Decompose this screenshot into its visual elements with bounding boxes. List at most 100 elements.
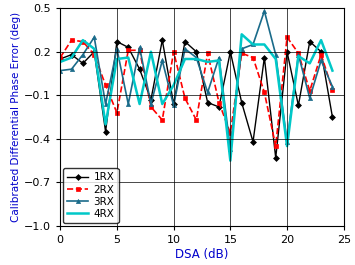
4RX: [251, 43, 255, 46]
1RX: [206, 101, 210, 104]
4RX: [285, 144, 289, 148]
1RX: [171, 103, 176, 106]
2RX: [217, 101, 221, 104]
4RX: [228, 159, 233, 162]
2RX: [115, 111, 119, 114]
2RX: [274, 144, 278, 148]
2RX: [160, 118, 164, 122]
4RX: [81, 38, 85, 42]
X-axis label: DSA (dB): DSA (dB): [175, 248, 229, 261]
4RX: [194, 58, 198, 61]
3RX: [58, 69, 62, 72]
3RX: [183, 47, 187, 50]
Legend: 1RX, 2RX, 3RX, 4RX: 1RX, 2RX, 3RX, 4RX: [63, 168, 119, 223]
2RX: [171, 50, 176, 53]
4RX: [103, 123, 108, 126]
3RX: [251, 43, 255, 46]
3RX: [92, 36, 96, 39]
1RX: [126, 46, 130, 49]
4RX: [240, 33, 244, 36]
Y-axis label: Calibrated Differential Phase Error (deg): Calibrated Differential Phase Error (deg…: [11, 12, 21, 222]
4RX: [137, 103, 142, 106]
2RX: [319, 53, 323, 56]
3RX: [115, 47, 119, 50]
4RX: [149, 50, 153, 53]
1RX: [58, 58, 62, 61]
2RX: [149, 105, 153, 109]
1RX: [160, 38, 164, 42]
1RX: [183, 40, 187, 43]
4RX: [92, 47, 96, 50]
3RX: [274, 53, 278, 56]
Line: 4RX: 4RX: [60, 34, 332, 161]
2RX: [183, 97, 187, 100]
4RX: [330, 69, 334, 72]
4RX: [308, 62, 312, 65]
1RX: [217, 105, 221, 109]
2RX: [137, 49, 142, 52]
4RX: [58, 60, 62, 64]
3RX: [296, 53, 301, 56]
4RX: [206, 60, 210, 64]
Line: 3RX: 3RX: [58, 9, 334, 151]
4RX: [171, 83, 176, 87]
3RX: [81, 53, 85, 56]
2RX: [285, 36, 289, 39]
4RX: [262, 43, 267, 46]
3RX: [103, 103, 108, 106]
2RX: [240, 52, 244, 55]
4RX: [70, 56, 74, 59]
2RX: [92, 53, 96, 56]
3RX: [70, 68, 74, 71]
3RX: [171, 104, 176, 107]
3RX: [262, 10, 267, 13]
3RX: [319, 59, 323, 62]
4RX: [274, 58, 278, 61]
2RX: [81, 40, 85, 43]
1RX: [149, 98, 153, 101]
2RX: [206, 52, 210, 55]
1RX: [308, 40, 312, 43]
3RX: [228, 147, 233, 151]
1RX: [274, 156, 278, 159]
2RX: [58, 56, 62, 59]
4RX: [115, 58, 119, 61]
4RX: [217, 59, 221, 62]
3RX: [330, 85, 334, 88]
2RX: [103, 83, 108, 87]
4RX: [160, 103, 164, 106]
2RX: [330, 88, 334, 91]
4RX: [296, 55, 301, 58]
1RX: [319, 50, 323, 53]
2RX: [194, 118, 198, 122]
1RX: [103, 130, 108, 133]
1RX: [296, 104, 301, 107]
1RX: [81, 62, 85, 65]
3RX: [126, 103, 130, 106]
1RX: [285, 50, 289, 53]
2RX: [70, 38, 74, 42]
2RX: [228, 131, 233, 135]
1RX: [137, 68, 142, 71]
3RX: [194, 56, 198, 59]
4RX: [126, 56, 130, 59]
3RX: [149, 103, 153, 106]
3RX: [308, 97, 312, 100]
2RX: [308, 89, 312, 92]
2RX: [296, 52, 301, 55]
1RX: [70, 53, 74, 56]
1RX: [194, 50, 198, 53]
1RX: [228, 50, 233, 53]
1RX: [330, 116, 334, 119]
3RX: [217, 56, 221, 59]
1RX: [251, 140, 255, 143]
1RX: [240, 101, 244, 104]
1RX: [115, 40, 119, 43]
Line: 1RX: 1RX: [58, 38, 334, 160]
4RX: [319, 38, 323, 42]
2RX: [251, 56, 255, 59]
1RX: [92, 50, 96, 53]
3RX: [285, 140, 289, 143]
1RX: [262, 56, 267, 59]
2RX: [126, 49, 130, 52]
